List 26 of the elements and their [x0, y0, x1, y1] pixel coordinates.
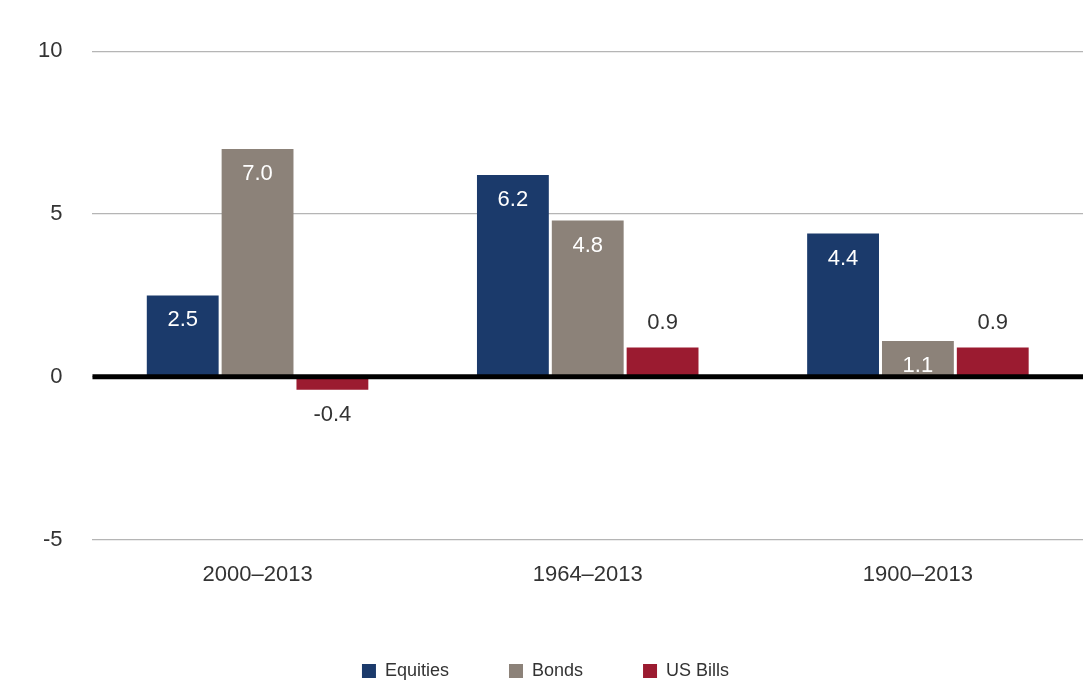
x-tick-label: 1964–2013: [532, 560, 643, 586]
bar: [807, 233, 879, 377]
data-label: 4.4: [827, 244, 859, 270]
data-label: 2.5: [167, 306, 199, 332]
y-tick-label: -5: [42, 525, 63, 551]
bar: [146, 295, 219, 377]
bar: [476, 174, 549, 377]
legend-label: Bonds: [532, 659, 584, 680]
x-tick-label: 1900–2013: [862, 560, 973, 586]
y-tick-label: 5: [50, 200, 63, 226]
bar: [956, 347, 1029, 377]
data-label: 4.8: [572, 231, 604, 257]
data-label: -0.4: [313, 400, 352, 426]
bar: [551, 220, 624, 377]
data-label: 6.2: [497, 185, 529, 211]
x-tick-label: 2000–2013: [202, 560, 313, 586]
y-tick-label: 0: [50, 362, 63, 388]
data-label: 1.1: [902, 352, 934, 378]
bar: [626, 347, 699, 377]
bar: [221, 148, 294, 377]
data-label: 0.9: [977, 308, 1009, 334]
data-label: 0.9: [647, 308, 678, 334]
legend-label: Equities: [384, 659, 449, 680]
y-tick-label: 10: [37, 37, 63, 63]
legend-label: US Bills: [666, 659, 730, 680]
data-label: 7.0: [242, 159, 273, 185]
